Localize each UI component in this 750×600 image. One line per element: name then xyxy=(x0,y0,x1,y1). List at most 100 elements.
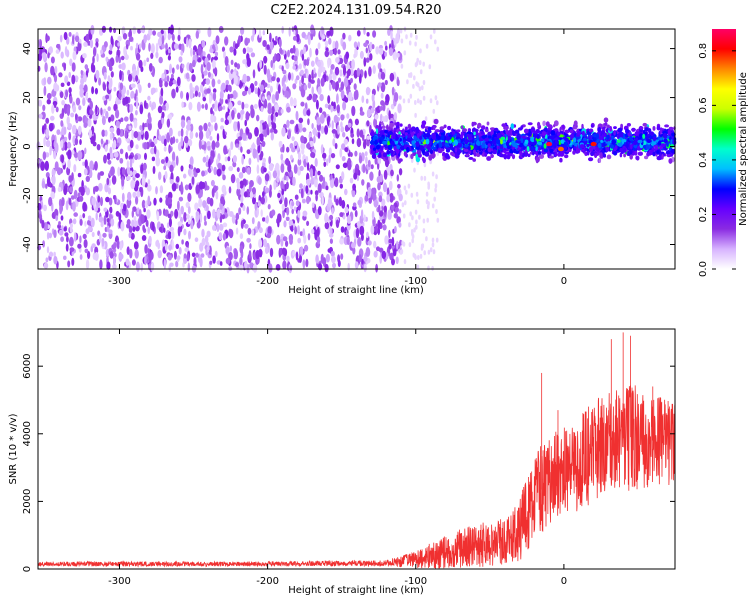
spectrogram-cell xyxy=(392,248,397,257)
spectrogram-cell xyxy=(553,124,556,128)
spectrogram-cell xyxy=(596,133,599,140)
spectrogram-cell xyxy=(215,35,220,45)
spectrogram-cell xyxy=(530,136,536,143)
spectrogram-cell xyxy=(80,186,85,197)
spectrogram-cell xyxy=(53,74,58,83)
spectrogram-cell xyxy=(45,140,51,148)
spectrogram-cell xyxy=(121,176,125,187)
spectrogram-cell xyxy=(152,30,157,36)
spectrogram-cell xyxy=(118,253,124,260)
spectrogram-cell xyxy=(300,188,304,199)
spectrogram-cell xyxy=(96,144,101,151)
spectrogram-cell xyxy=(175,176,180,183)
spectrogram-cell xyxy=(132,26,137,35)
spectrogram-cell xyxy=(170,137,174,146)
spectrogram-cell xyxy=(388,229,391,239)
spectrogram-cell xyxy=(398,95,402,100)
spectrogram-cell xyxy=(253,103,258,109)
spectrogram-cell xyxy=(136,65,140,76)
spectrogram-cell xyxy=(385,45,388,51)
spectrogram-cell xyxy=(228,251,233,261)
spectrogram-cell xyxy=(391,39,394,50)
spectrogram-cell xyxy=(324,40,329,47)
spectrogram-cell xyxy=(404,200,407,206)
colorbar-tick-label: 0.6 xyxy=(698,97,709,113)
spectrogram-cell xyxy=(201,104,205,109)
spectrogram-cell xyxy=(403,185,407,191)
spectrogram-cell xyxy=(239,245,244,254)
spectrogram-cell xyxy=(115,210,120,217)
spectrogram-cell xyxy=(337,124,340,135)
spectrogram-cell xyxy=(388,47,394,56)
spectrogram-cell xyxy=(414,209,418,215)
spectrogram-cell xyxy=(381,218,386,224)
spectrogram-cell xyxy=(111,175,117,185)
spectrogram-cell xyxy=(109,26,112,33)
spectrogram-cell xyxy=(389,72,395,82)
spectrogram-cell xyxy=(263,64,267,75)
spectrogram-cell xyxy=(99,259,103,270)
spectrogram-cell xyxy=(390,204,395,211)
spectrogram-cell xyxy=(285,158,290,166)
spectrogram-cell xyxy=(293,97,297,107)
spectrogram-cell xyxy=(244,223,249,229)
spectrogram-cell xyxy=(151,104,154,111)
spectrogram-cell xyxy=(626,123,632,127)
spectrogram-cell xyxy=(378,191,383,198)
spectrogram-cell xyxy=(127,191,132,201)
spectrogram-cell xyxy=(187,139,193,147)
spectrogram-cell xyxy=(389,192,394,203)
spectrogram-cell xyxy=(353,172,358,180)
spectrogram-cell xyxy=(365,247,371,257)
spectrogram-cell xyxy=(419,253,423,259)
spectrogram-cell xyxy=(236,167,240,173)
spectrogram-cell xyxy=(222,222,228,228)
spectrogram-cell xyxy=(281,26,285,34)
spectrogram-cell xyxy=(213,166,217,176)
spectrogram-cell xyxy=(168,217,172,228)
spectrogram-cell xyxy=(416,149,422,156)
spectrogram-cell xyxy=(468,156,474,160)
spectrogram-cell xyxy=(375,46,380,55)
spectrogram-cell xyxy=(180,90,184,99)
spectrogram-cell xyxy=(360,209,364,220)
spectrogram-cell xyxy=(271,76,276,82)
spectrogram-cell xyxy=(611,139,617,145)
spectrogram-cell xyxy=(130,90,135,99)
spectrogram-cell xyxy=(73,232,77,242)
spectrogram-cell xyxy=(108,197,113,206)
spectrogram-cell xyxy=(201,237,206,246)
spectrogram-cell xyxy=(137,83,141,89)
spectrogram-cell xyxy=(137,28,142,34)
spectrogram-cell xyxy=(242,90,247,97)
spectrogram-cell xyxy=(377,182,381,191)
spectrogram-cell xyxy=(198,130,204,141)
spectrogram-cell xyxy=(113,255,116,266)
spectrogram-cell xyxy=(527,153,531,158)
spectrogram-cell xyxy=(403,259,407,265)
spectrogram-cell xyxy=(328,82,332,91)
spectrogram-cell xyxy=(225,257,231,265)
spectrogram-cell xyxy=(293,206,297,211)
spectrogram-cell xyxy=(249,180,254,188)
spectrogram-cell xyxy=(419,69,423,75)
spectrogram-cell xyxy=(379,173,383,183)
spectrogram-cell xyxy=(41,219,45,229)
spectrogram-cell xyxy=(60,139,64,149)
spectrogram-cell xyxy=(400,145,405,151)
spectrogram-cell xyxy=(183,253,187,259)
spectrogram-cell xyxy=(411,140,416,145)
spectrogram-cell xyxy=(156,210,160,221)
spectrogram-cell xyxy=(163,146,167,152)
spectrogram-cell xyxy=(131,259,136,266)
spectrogram-cell xyxy=(150,52,154,60)
spectrogram-cell xyxy=(177,34,181,42)
spectrogram-cell xyxy=(188,62,193,73)
spectrogram-cell xyxy=(543,127,548,133)
spectrogram-cell xyxy=(299,79,302,87)
spectrogram-cell xyxy=(287,163,292,173)
spectrogram-cell xyxy=(374,139,379,145)
spectrogram-cell xyxy=(211,187,215,198)
spectrogram-cell xyxy=(87,118,92,127)
spectrogram-cell xyxy=(126,199,131,209)
